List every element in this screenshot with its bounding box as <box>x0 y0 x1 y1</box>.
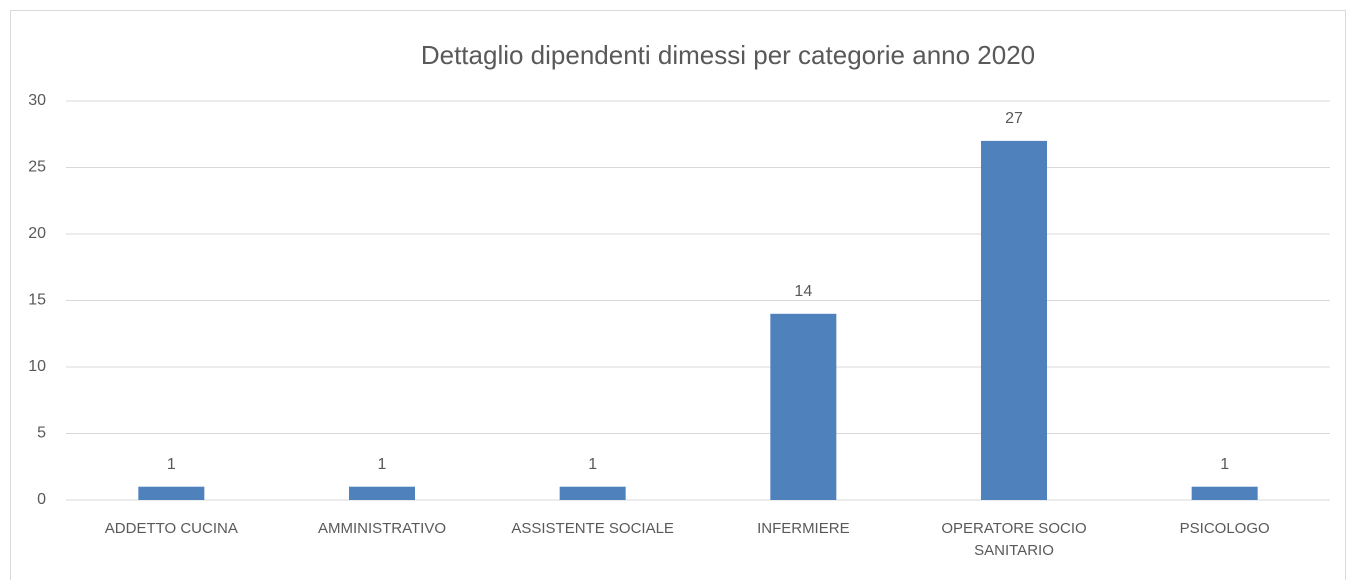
x-tick-label: ASSISTENTE SOCIALE <box>511 520 674 537</box>
y-tick-label: 20 <box>28 225 46 242</box>
x-tick-label: OPERATORE SOCIO SANITARIO <box>941 520 1087 559</box>
data-label: 27 <box>1005 110 1023 127</box>
bar <box>138 486 205 500</box>
data-label: 1 <box>378 456 387 473</box>
bar <box>559 486 626 500</box>
bar <box>981 140 1047 500</box>
bar <box>770 313 837 500</box>
x-tick-label: AMMINISTRATIVO <box>317 520 447 537</box>
data-label: 1 <box>167 456 176 473</box>
y-tick-label: 10 <box>28 358 46 375</box>
y-tick-label: 5 <box>37 425 46 442</box>
x-tick-label: INFERMIERE <box>757 520 850 537</box>
x-tick-label: ADDETTO CUCINA <box>104 520 238 537</box>
bar <box>349 486 415 500</box>
y-tick-label: 15 <box>28 292 46 309</box>
data-label: 1 <box>1220 456 1229 473</box>
y-tick-label: 25 <box>28 159 46 176</box>
y-tick-label: 30 <box>28 92 46 109</box>
chart-title: Dettaglio dipendenti dimessi per categor… <box>421 40 1035 70</box>
data-label: 14 <box>794 283 812 300</box>
x-tick-label: PSICOLOGO <box>1179 520 1270 537</box>
bar <box>1191 486 1258 500</box>
data-label: 1 <box>588 456 597 473</box>
y-tick-label: 0 <box>37 491 46 508</box>
chart-frame <box>10 10 1346 580</box>
